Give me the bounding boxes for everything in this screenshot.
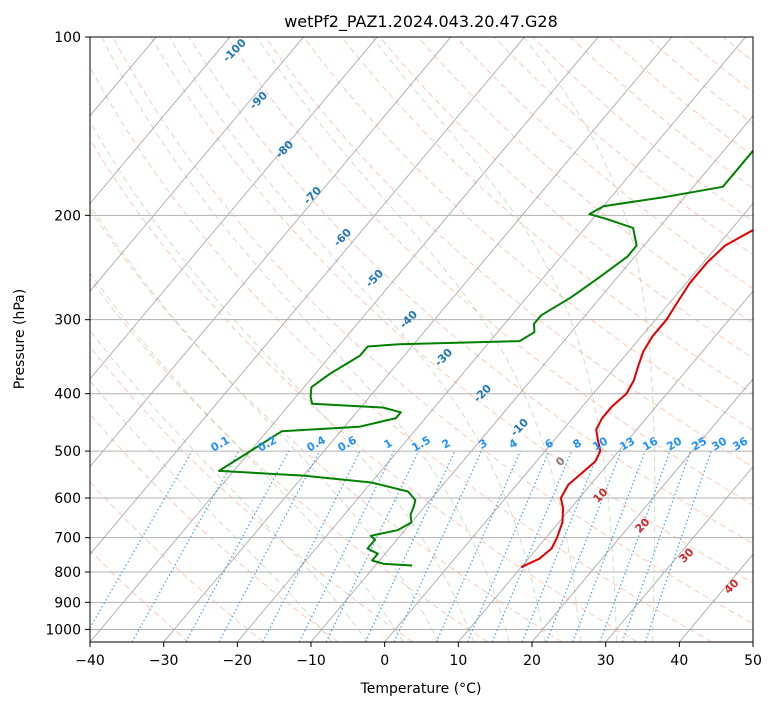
- y-axis-label: Pressure (hPa): [12, 289, 28, 389]
- mixing-ratio-line: [364, 450, 456, 642]
- moist-adiabat: [168, 37, 546, 642]
- x-tick-label: −20: [223, 653, 253, 669]
- x-tick-label: 50: [744, 653, 762, 669]
- isotherm: [90, 37, 378, 380]
- x-tick-label: 0: [380, 653, 389, 669]
- x-tick-label: 40: [670, 653, 688, 669]
- isotherm: [605, 465, 753, 642]
- dry-adiabat: [150, 37, 753, 584]
- y-tick-label: 800: [54, 565, 81, 581]
- y-tick-label: 1000: [45, 622, 81, 638]
- dry-adiabat: [90, 345, 414, 642]
- x-tick-label: 30: [597, 653, 615, 669]
- x-tick-label: −40: [75, 653, 105, 669]
- dry-adiabat: [188, 37, 753, 545]
- x-axis-label: Temperature (°C): [360, 681, 482, 697]
- moist-adiabat: [90, 272, 404, 642]
- mixing-ratio-line: [325, 450, 420, 642]
- plot-frame: [89, 36, 754, 643]
- x-tick-label: 20: [523, 653, 541, 669]
- moist-adiabat: [90, 204, 439, 642]
- dry-adiabat: [90, 277, 488, 642]
- mixing-ratio-line: [90, 450, 193, 629]
- mixing-ratio-line: [185, 450, 290, 642]
- dry-adiabat: [455, 37, 753, 290]
- x-tick-label: −10: [296, 653, 326, 669]
- isotherm: [90, 37, 452, 468]
- profile-lines: [218, 149, 753, 569]
- mixing-ratio-line: [435, 450, 521, 642]
- mixing-ratio-line: [621, 450, 692, 642]
- dry-adiabat: [90, 138, 638, 642]
- isotherm: [90, 37, 231, 205]
- moist-adiabat: [90, 120, 475, 642]
- y-tick-label: 500: [54, 444, 81, 460]
- dry-adiabat: [112, 37, 753, 625]
- moist-adiabat: [90, 379, 333, 642]
- isotherm: [457, 290, 753, 642]
- mixing-ratio-line: [599, 450, 671, 642]
- isotherm: [163, 37, 673, 642]
- mixing-ratio-line: [466, 450, 550, 642]
- moist-adiabat: [523, 37, 656, 642]
- x-tick-label: 10: [449, 653, 467, 669]
- dewpoint-profile: [218, 149, 753, 567]
- mixing-ratio-line: [644, 450, 712, 642]
- y-tick-label: 700: [54, 531, 81, 547]
- y-axis: 100 200 300 400 500 600 700 800 900 1000: [45, 30, 90, 638]
- moist-adiabat: [256, 37, 582, 642]
- x-tick-label: −30: [149, 653, 179, 669]
- isotherm: [384, 202, 753, 642]
- temperature-profile: [520, 229, 753, 569]
- moist-adiabat: [101, 37, 510, 642]
- isotherm: [236, 37, 746, 642]
- chart-title: wetPf2_PAZ1.2024.043.20.47.G28: [284, 12, 558, 32]
- mixing-ratio-line: [393, 450, 483, 642]
- reference-lines: [90, 37, 753, 642]
- mixing-ratio-line: [491, 450, 573, 642]
- x-axis: −40 −30 −20 −10 0 10 20 30 40 50: [75, 642, 762, 669]
- moist-adiabat: [90, 329, 369, 642]
- mixing-ratio-line: [131, 450, 240, 642]
- y-tick-label: 900: [54, 595, 81, 611]
- y-tick-label: 100: [54, 30, 81, 46]
- y-tick-label: 600: [54, 491, 81, 507]
- dry-adiabat: [226, 37, 753, 506]
- dry-adiabat: [90, 549, 190, 642]
- dry-adiabat: [379, 37, 753, 359]
- isotherm: [531, 378, 753, 642]
- isotherm: [90, 37, 525, 556]
- isotherm: [310, 115, 753, 642]
- y-tick-label: 300: [54, 313, 81, 329]
- isotherm: [90, 37, 599, 642]
- y-tick-label: 400: [54, 387, 81, 403]
- y-tick-label: 200: [54, 208, 81, 224]
- isotherm: [90, 37, 304, 292]
- dry-adiabat: [90, 65, 712, 642]
